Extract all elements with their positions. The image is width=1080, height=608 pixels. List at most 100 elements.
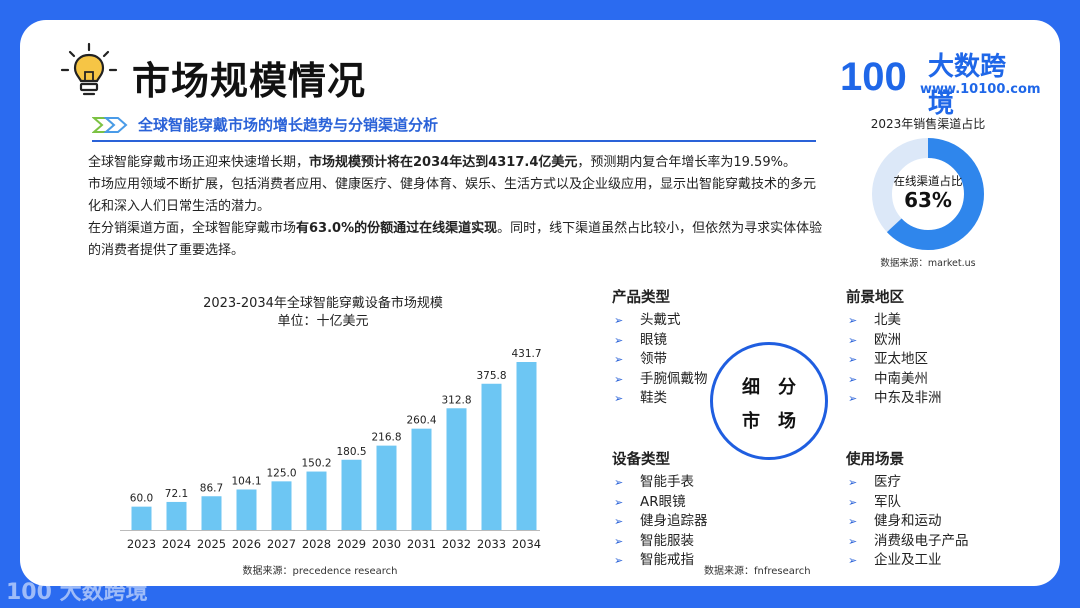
- data-label-2027: 125.0: [266, 467, 296, 479]
- segment-item: ➢ 医疗: [846, 473, 969, 493]
- segment-center-line2: 市场: [742, 411, 814, 432]
- segment-item: ➢ 眼镜: [612, 331, 708, 351]
- tick-label-2034: 2034: [512, 537, 541, 551]
- intro-p1-a: 全球智能穿戴市场正迎来快速增长期，: [88, 155, 310, 170]
- segment-item-label: 头戴式: [640, 312, 681, 328]
- tick-label-2030: 2030: [372, 537, 401, 551]
- arrow-bullet-icon: ➢: [614, 333, 624, 347]
- segment-item: ➢ 智能手表: [612, 473, 708, 493]
- data-label-2023: 60.0: [130, 493, 153, 505]
- segment-item-label: 智能戒指: [640, 552, 694, 569]
- segment-center-circle: 细分 市场: [710, 342, 828, 460]
- chart-source: 数据来源：precedence research: [242, 566, 398, 577]
- segment-item-label: 医疗: [874, 474, 901, 490]
- double-arrow-icon: [92, 117, 128, 133]
- tick-label-2023: 2023: [127, 537, 156, 551]
- channel-donut: [872, 138, 984, 250]
- segment-item: ➢ 智能戒指: [612, 551, 708, 571]
- segment-center-line1: 细分: [742, 377, 814, 398]
- arrow-bullet-icon: ➢: [614, 554, 624, 568]
- segment-item-label: 消费级电子产品: [874, 532, 969, 549]
- section-heading-text: 全球智能穿戴市场的增长趋势与分销渠道分析: [138, 116, 439, 134]
- segment-item: ➢ 中东及非洲: [846, 389, 942, 409]
- segment-item: ➢ 鞋类: [612, 389, 708, 409]
- arrow-bullet-icon: ➢: [848, 495, 858, 509]
- segment-item-label: 领带: [640, 351, 667, 368]
- page-title: 市场规模情况: [132, 59, 367, 103]
- brand-mark-icon: 100: [840, 55, 907, 99]
- arrow-bullet-icon: ➢: [614, 353, 624, 367]
- arrow-bullet-icon: ➢: [614, 392, 624, 406]
- bar-2028: [306, 471, 327, 530]
- segment-device-list: ➢ 智能手表 ➢ AR眼镜 ➢ 健身追踪器 ➢ 智能服装 ➢ 智能戒指: [612, 473, 708, 571]
- tick-label-2032: 2032: [442, 537, 471, 551]
- donut-online-arc: [872, 138, 984, 250]
- segment-item: ➢ AR眼镜: [612, 493, 708, 513]
- segment-item: ➢ 欧洲: [846, 331, 942, 351]
- segment-item: ➢ 头戴式: [612, 311, 708, 331]
- segment-item-label: 健身和运动: [874, 513, 942, 530]
- tick-label-2033: 2033: [477, 537, 506, 551]
- intro-p3-bold: 有63.0%的份额通过在线渠道实现: [296, 221, 498, 236]
- tick-label-2029: 2029: [337, 537, 366, 551]
- intro-p1-bold: 市场规模预计将在2034年达到4317.4亿美元: [309, 155, 578, 170]
- segment-item: ➢ 中南美州: [846, 370, 942, 390]
- donut-source: 数据来源：market.us: [880, 258, 976, 269]
- arrow-bullet-icon: ➢: [614, 534, 624, 548]
- segment-scene-list: ➢ 医疗 ➢ 军队 ➢ 健身和运动 ➢ 消费级电子产品 ➢ 企业及工业: [846, 473, 969, 571]
- data-label-2029: 180.5: [336, 446, 366, 458]
- segment-item: ➢ 军队: [846, 493, 969, 513]
- data-label-2028: 150.2: [301, 458, 331, 470]
- tick-label-2025: 2025: [197, 537, 226, 551]
- bar-2030: [376, 445, 397, 530]
- tick-label-2028: 2028: [302, 537, 331, 551]
- bar-2027: [271, 481, 292, 530]
- data-label-2025: 86.7: [200, 482, 223, 494]
- segment-device: 设备类型 ➢ 智能手表 ➢ AR眼镜 ➢ 健身追踪器 ➢ 智能服装 ➢ 智能戒指: [612, 448, 708, 571]
- arrow-bullet-icon: ➢: [848, 333, 858, 347]
- segment-item-label: AR眼镜: [640, 493, 686, 510]
- segment-item: ➢ 手腕佩戴物: [612, 370, 708, 390]
- segment-item: ➢ 企业及工业: [846, 551, 969, 571]
- arrow-bullet-icon: ➢: [848, 534, 858, 548]
- segment-device-heading: 设备类型: [612, 452, 670, 468]
- segment-item: ➢ 健身和运动: [846, 512, 969, 532]
- segment-item: ➢ 北美: [846, 311, 942, 331]
- segment-scene-heading: 使用场景: [846, 452, 904, 468]
- segment-item-label: 亚太地区: [874, 351, 928, 368]
- brand-logo: 100 大数跨境 www.10100.com: [838, 46, 1041, 119]
- content-card: 市场规模情况 100 大数跨境 www.10100.com 全球智能穿戴市场的增…: [20, 20, 1060, 586]
- intro-p3-a: 在分销渠道方面，全球智能穿戴市场: [88, 221, 297, 236]
- bar-2023: [131, 506, 152, 530]
- watermark-text: 大数跨境: [59, 580, 148, 605]
- arrow-bullet-icon: ➢: [848, 372, 858, 386]
- segment-item-label: 智能手表: [640, 474, 694, 490]
- segment-item-label: 中东及非洲: [874, 390, 942, 407]
- arrow-bullet-icon: ➢: [614, 476, 624, 489]
- donut-value: 63%: [904, 188, 952, 212]
- segment-region-heading: 前景地区: [846, 290, 904, 306]
- bar-2034: [516, 362, 537, 530]
- tick-label-2024: 2024: [162, 537, 191, 551]
- data-label-2024: 72.1: [165, 488, 188, 500]
- section-heading: 全球智能穿戴市场的增长趋势与分销渠道分析: [92, 114, 816, 142]
- bar-2031: [411, 428, 432, 530]
- bar-2033: [481, 383, 502, 530]
- segment-scene: 使用场景 ➢ 医疗 ➢ 军队 ➢ 健身和运动 ➢ 消费级电子产品 ➢ 企业及工业: [846, 448, 969, 571]
- intro-p1-c: ，预测期内复合年增长率为19.59%。: [577, 155, 796, 170]
- segment-item-label: 健身追踪器: [640, 513, 708, 530]
- segment-item: ➢ 亚太地区: [846, 350, 942, 370]
- chart-subtitle: 单位：十亿美元: [277, 314, 369, 329]
- tick-label-2027: 2027: [267, 537, 296, 551]
- segment-item-label: 手腕佩戴物: [640, 370, 708, 387]
- segment-item: ➢ 智能服装: [612, 532, 708, 552]
- chart-title-block: 2023-2034年全球智能穿戴设备市场规模 单位：十亿美元: [100, 295, 546, 331]
- data-label-2031: 260.4: [406, 415, 436, 427]
- brand-mark-text: 100: [840, 55, 907, 99]
- arrow-bullet-icon: ➢: [614, 314, 624, 327]
- arrow-bullet-icon: ➢: [614, 372, 624, 386]
- watermark: 100 大数跨境: [6, 574, 148, 606]
- data-label-2026: 104.1: [231, 475, 261, 487]
- donut-label: 在线渠道占比: [893, 174, 963, 188]
- segment-item-label: 智能服装: [640, 532, 694, 549]
